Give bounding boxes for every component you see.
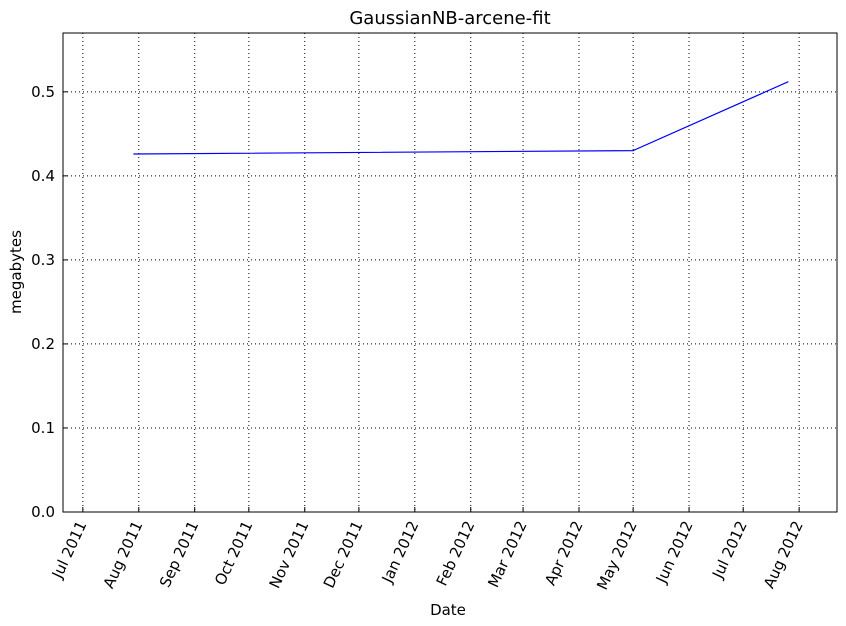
x-tick-label: Aug 2012 bbox=[760, 518, 807, 591]
x-tick-label: Feb 2012 bbox=[433, 518, 479, 589]
y-tick-label: 0.1 bbox=[31, 419, 55, 437]
x-axis-ticks: Jul 2011 Aug 2011 Sep 2011 Oct 2011 Nov 2011… bbox=[48, 507, 807, 593]
x-tick-label: Dec 2011 bbox=[320, 518, 367, 591]
y-axis-label: megabytes bbox=[7, 230, 25, 314]
x-tick-label: Mar 2012 bbox=[484, 518, 530, 590]
series-layer bbox=[133, 81, 789, 155]
x-tick-label: Jan 2012 bbox=[378, 518, 423, 586]
x-tick-label: Aug 2011 bbox=[100, 518, 147, 591]
y-tick-label: 0.2 bbox=[31, 335, 55, 353]
plot-frame bbox=[62, 32, 838, 513]
x-tick-label: Apr 2012 bbox=[541, 518, 586, 588]
y-tick-label: 0.0 bbox=[31, 503, 55, 521]
grid bbox=[63, 33, 837, 513]
x-tick-label: Nov 2011 bbox=[266, 518, 313, 591]
series-line-0 bbox=[133, 81, 789, 155]
y-axis-ticks: 0.0 0.1 0.2 0.3 0.4 0.5 bbox=[31, 83, 68, 521]
x-tick-label: May 2012 bbox=[593, 518, 641, 593]
y-tick-label: 0.3 bbox=[31, 251, 55, 269]
x-tick-label: Sep 2011 bbox=[156, 518, 202, 590]
y-tick-label: 0.5 bbox=[31, 83, 55, 101]
x-tick-label: Jun 2012 bbox=[652, 518, 697, 587]
chart-title: GaussianNB-arcene-fit bbox=[349, 8, 550, 29]
x-tick-label: Jul 2012 bbox=[708, 518, 751, 582]
y-tick-label: 0.4 bbox=[31, 167, 55, 185]
x-tick-label: Oct 2011 bbox=[211, 518, 256, 588]
x-axis-label: Date bbox=[430, 601, 466, 619]
x-tick-label: Jul 2011 bbox=[48, 518, 91, 582]
